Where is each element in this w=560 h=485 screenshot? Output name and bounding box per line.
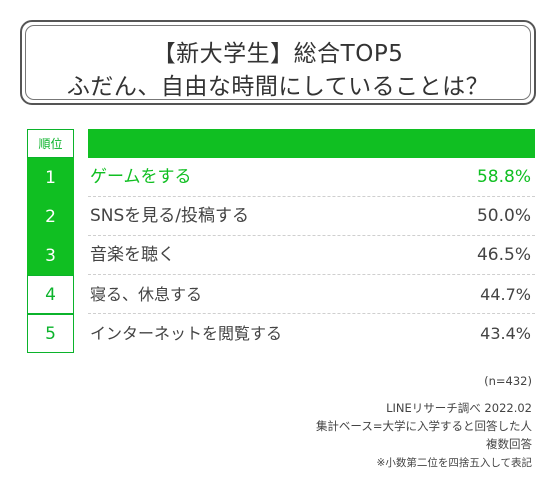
row-separator	[88, 274, 535, 275]
rank-cell: 4	[27, 275, 74, 314]
item-label: インターネットを閲覧する	[90, 324, 283, 343]
item-value: 44.7%	[480, 285, 531, 304]
rank-cell: 1	[27, 158, 74, 197]
header-bar	[88, 129, 535, 158]
table-header: 順位	[27, 129, 535, 158]
item-label: SNSを見る/投稿する	[90, 206, 250, 226]
rounding-note: ※小数第二位を四捨五入して表記	[376, 457, 532, 469]
base-note: 集計ベース=大学に入学すると回答した人	[315, 419, 532, 433]
table-row: 2 SNSを見る/投稿する 50.0%	[27, 197, 535, 236]
row-separator	[88, 196, 535, 197]
item-value: 43.4%	[480, 324, 531, 343]
rank-cell: 2	[27, 197, 74, 236]
rank-header: 順位	[27, 129, 74, 158]
table-row: 4 寝る、休息する 44.7%	[27, 275, 535, 314]
rank-cell: 5	[27, 314, 74, 353]
item-value: 50.0%	[476, 206, 531, 226]
row-separator	[88, 235, 535, 236]
title-box: 【新大学生】総合TOP5 ふだん、自由な時間にしていることは？	[20, 20, 536, 105]
table-row: 5 インターネットを閲覧する 43.4%	[27, 314, 535, 353]
item-value: 46.5%	[476, 245, 531, 265]
chart-subtitle: ふだん、自由な時間にしていることは？	[66, 74, 490, 100]
sample-size: (n=432)	[484, 374, 532, 388]
chart-title: 【新大学生】総合TOP5	[152, 41, 404, 67]
item-label: ゲームをする	[90, 167, 192, 187]
item-label: 寝る、休息する	[90, 285, 203, 304]
item-label: 音楽を聴く	[90, 245, 175, 265]
row-separator	[88, 313, 535, 314]
rank-cell: 3	[27, 236, 74, 275]
source-note: LINEリサーチ調べ 2022.02	[386, 401, 532, 415]
table-row: 1 ゲームをする 58.8%	[27, 158, 535, 197]
item-value: 58.8%	[476, 167, 531, 187]
table-row: 3 音楽を聴く 46.5%	[27, 236, 535, 275]
multi-answer-note: 複数回答	[486, 437, 532, 451]
